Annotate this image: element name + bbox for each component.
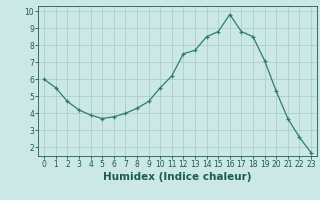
X-axis label: Humidex (Indice chaleur): Humidex (Indice chaleur) xyxy=(103,172,252,182)
